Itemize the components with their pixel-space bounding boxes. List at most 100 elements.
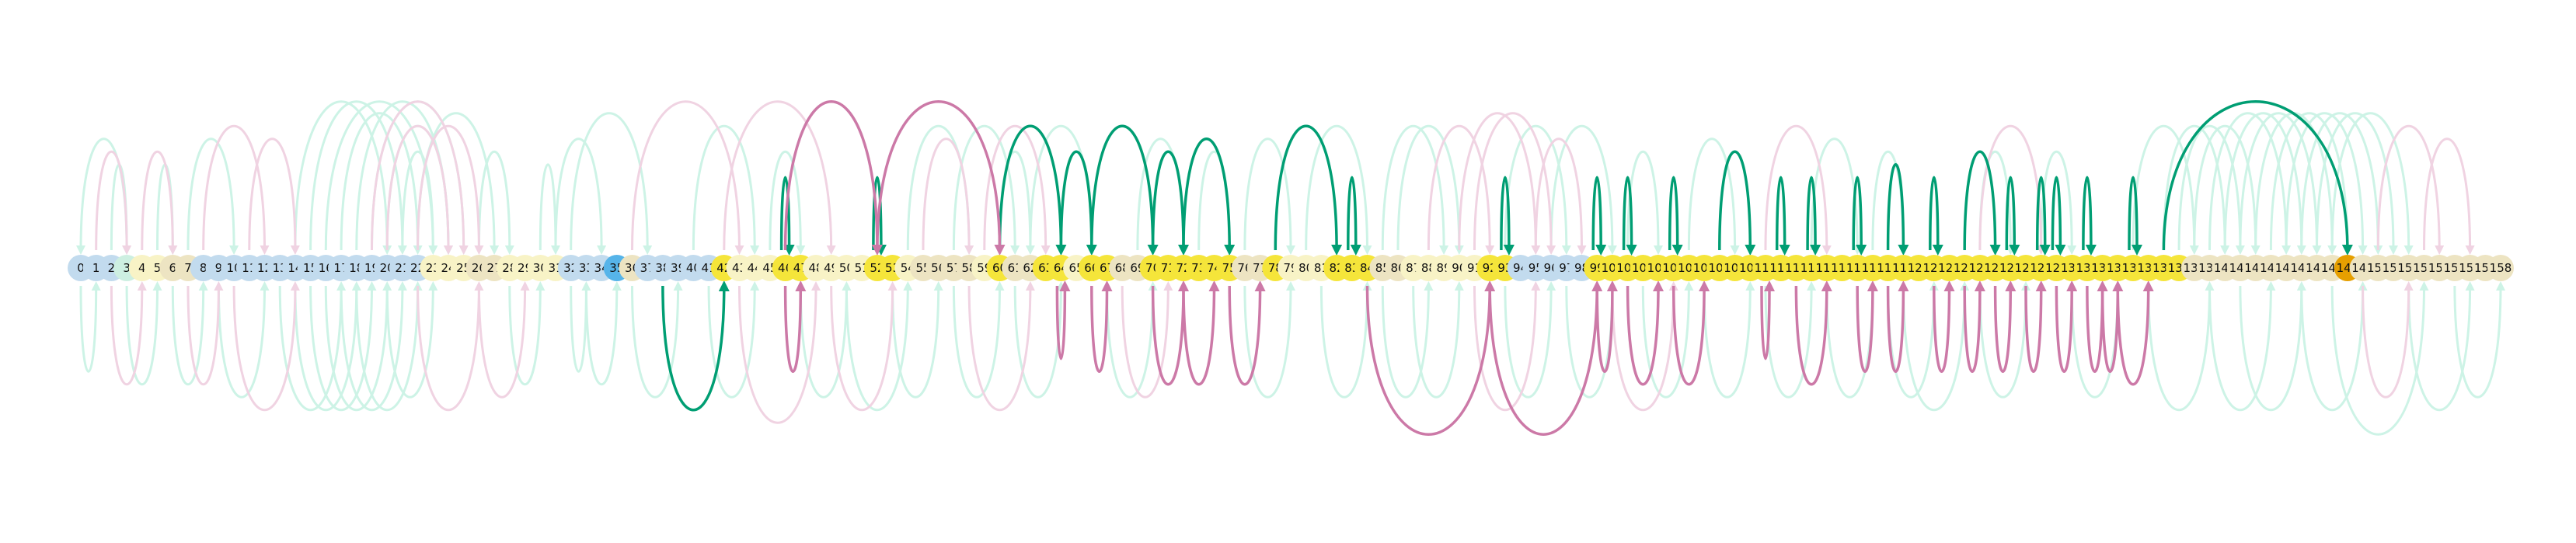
node: 158: [2487, 255, 2514, 281]
highlight-arc: [1151, 280, 1189, 386]
node-label: 1: [92, 261, 100, 275]
highlight-arc: [1993, 280, 2017, 373]
faint-arc: [1243, 281, 1295, 399]
faint-arc: [799, 281, 852, 399]
highlight-arc: [1182, 280, 1220, 386]
faint-arc: [1197, 150, 1235, 255]
faint-arc: [738, 281, 821, 424]
highlight-arc: [1626, 280, 1664, 386]
faint-arc: [1243, 137, 1295, 255]
faint-arc: [171, 281, 208, 386]
faint-arc: [1136, 137, 1188, 255]
faint-arc: [2193, 125, 2261, 255]
faint-arc: [2239, 112, 2322, 255]
highlight-arc: [1059, 150, 1097, 256]
faint-arc: [417, 125, 484, 255]
highlight-arc: [2162, 100, 2353, 256]
faint-arc: [1565, 281, 1617, 399]
faint-arc: [186, 281, 224, 386]
faint-arc: [1473, 281, 1541, 411]
faint-arc: [584, 281, 622, 386]
highlight-arc: [1886, 280, 1909, 373]
highlight-arc: [1856, 280, 1878, 373]
highlight-arc: [872, 176, 887, 256]
faint-arc: [2177, 125, 2245, 255]
highlight-arc: [1775, 176, 1790, 256]
faint-arc: [1305, 125, 1372, 255]
faint-arc: [125, 281, 162, 386]
faint-arc: [2362, 281, 2414, 399]
highlight-arc: [2051, 176, 2066, 256]
faint-arc: [830, 281, 898, 411]
faint-arc: [2269, 112, 2352, 255]
faint-arc: [983, 125, 1051, 255]
faint-arc: [1703, 281, 1755, 399]
faint-arc: [1106, 281, 1158, 399]
faint-arc: [309, 281, 377, 411]
faint-arc: [278, 281, 347, 411]
faint-arc: [539, 163, 560, 255]
faint-arc: [95, 150, 132, 255]
faint-arc: [967, 281, 1035, 411]
faint-arc: [2285, 112, 2368, 255]
highlight-arc: [1933, 280, 1955, 373]
faint-arc: [1121, 281, 1173, 399]
node-label: 158: [2490, 261, 2512, 275]
highlight-arc: [1274, 124, 1343, 256]
faint-arc: [1534, 137, 1587, 255]
faint-arc: [217, 281, 270, 399]
faint-arc: [707, 281, 760, 399]
highlight-arc: [2024, 280, 2047, 373]
highlight-arc: [1671, 280, 1710, 386]
faint-arc: [631, 281, 683, 399]
highlighted-arcs: [661, 100, 2353, 436]
faint-arc: [1626, 150, 1663, 255]
highlight-arc: [1090, 124, 1159, 256]
faint-arc: [385, 125, 453, 255]
highlight-arc: [2082, 176, 2097, 256]
highlight-arc: [783, 280, 807, 373]
highlight-arc: [998, 124, 1067, 256]
highlight-arc: [1806, 176, 1821, 256]
highlight-arc: [1718, 150, 1756, 256]
node-label: 8: [200, 261, 207, 275]
highlight-arc: [1622, 176, 1637, 256]
faint-arc: [294, 281, 361, 411]
node-label: 5: [154, 261, 162, 275]
faint-arc: [1978, 281, 2030, 399]
faint-arc: [922, 137, 974, 255]
highlight-arc: [1852, 176, 1867, 256]
highlight-arc: [1591, 176, 1607, 256]
faint-arc: [891, 281, 943, 399]
highlight-arc: [1182, 137, 1236, 256]
faint-arc: [2223, 112, 2306, 255]
faint-arc: [309, 100, 407, 255]
faint-arc: [2147, 281, 2215, 411]
faint-arc: [202, 125, 270, 255]
highlight-arc: [1760, 280, 1775, 360]
faint-arc: [1549, 125, 1617, 255]
highlight-arc: [2005, 176, 2020, 256]
node-label: 0: [77, 261, 85, 275]
highlight-arc: [1090, 280, 1113, 373]
highlight-arc: [1228, 280, 1266, 386]
faint-arc: [952, 281, 1005, 399]
faint-arc: [554, 137, 607, 255]
node-label: 9: [215, 261, 223, 275]
node-label: 3: [123, 261, 131, 275]
faint-arc: [355, 281, 423, 411]
highlight-arc: [1055, 280, 1071, 360]
faint-arc: [2239, 281, 2306, 411]
faint-arc: [1887, 281, 1939, 399]
faint-arc: [1764, 281, 1817, 399]
highlight-arc: [1886, 163, 1909, 256]
highlight-arc: [2100, 280, 2124, 373]
highlight-arc: [1595, 280, 1618, 373]
faint-arc: [1396, 125, 1464, 255]
faint-arc: [1687, 137, 1740, 255]
faint-arc: [2162, 125, 2230, 255]
highlight-arc: [2055, 280, 2078, 373]
faint-arc: [1764, 125, 1832, 255]
faint-arc: [2330, 112, 2414, 255]
